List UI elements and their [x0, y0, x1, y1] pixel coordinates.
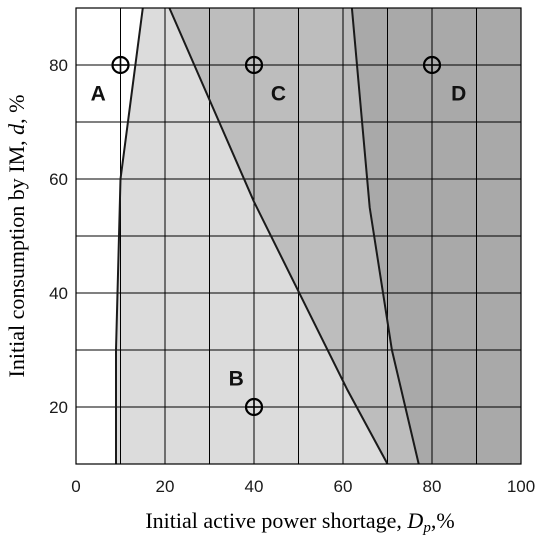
label-d: D: [451, 83, 466, 106]
y-tick-labels: 20 40 60 80: [49, 56, 68, 417]
x-tick-label: 60: [334, 477, 353, 496]
point-a: [111, 55, 130, 75]
x-axis-title: Initial active power shortage, Dp,%: [145, 508, 454, 536]
point-c: [244, 55, 264, 75]
region-labels: A C D B: [91, 83, 467, 391]
boundary-b-c: [168, 7, 389, 465]
label-c: C: [271, 83, 286, 106]
label-a: A: [91, 83, 106, 106]
x-tick-labels: 0 20 40 60 80 100: [71, 477, 535, 496]
x-tick-label: 20: [156, 477, 175, 496]
boundary-a-b: [115, 7, 144, 464]
label-b: B: [229, 368, 244, 391]
x-tick-label: 40: [245, 477, 264, 496]
y-tick-label: 80: [49, 56, 68, 75]
x-tick-label: 100: [507, 477, 535, 496]
plot-frame: [75, 7, 522, 465]
point-b: [244, 397, 264, 417]
x-tick-label: 80: [423, 477, 442, 496]
point-d: [422, 55, 442, 75]
x-tick-label: 0: [71, 477, 80, 496]
y-tick-label: 40: [49, 284, 68, 303]
y-axis-title: Initial consumption by IM, d, %: [4, 95, 29, 378]
y-tick-label: 60: [49, 170, 68, 189]
points: [111, 55, 442, 417]
grid: [76, 8, 521, 464]
y-tick-label: 20: [49, 398, 68, 417]
boundary-c-d: [350, 7, 420, 465]
boundaries: [115, 7, 420, 465]
